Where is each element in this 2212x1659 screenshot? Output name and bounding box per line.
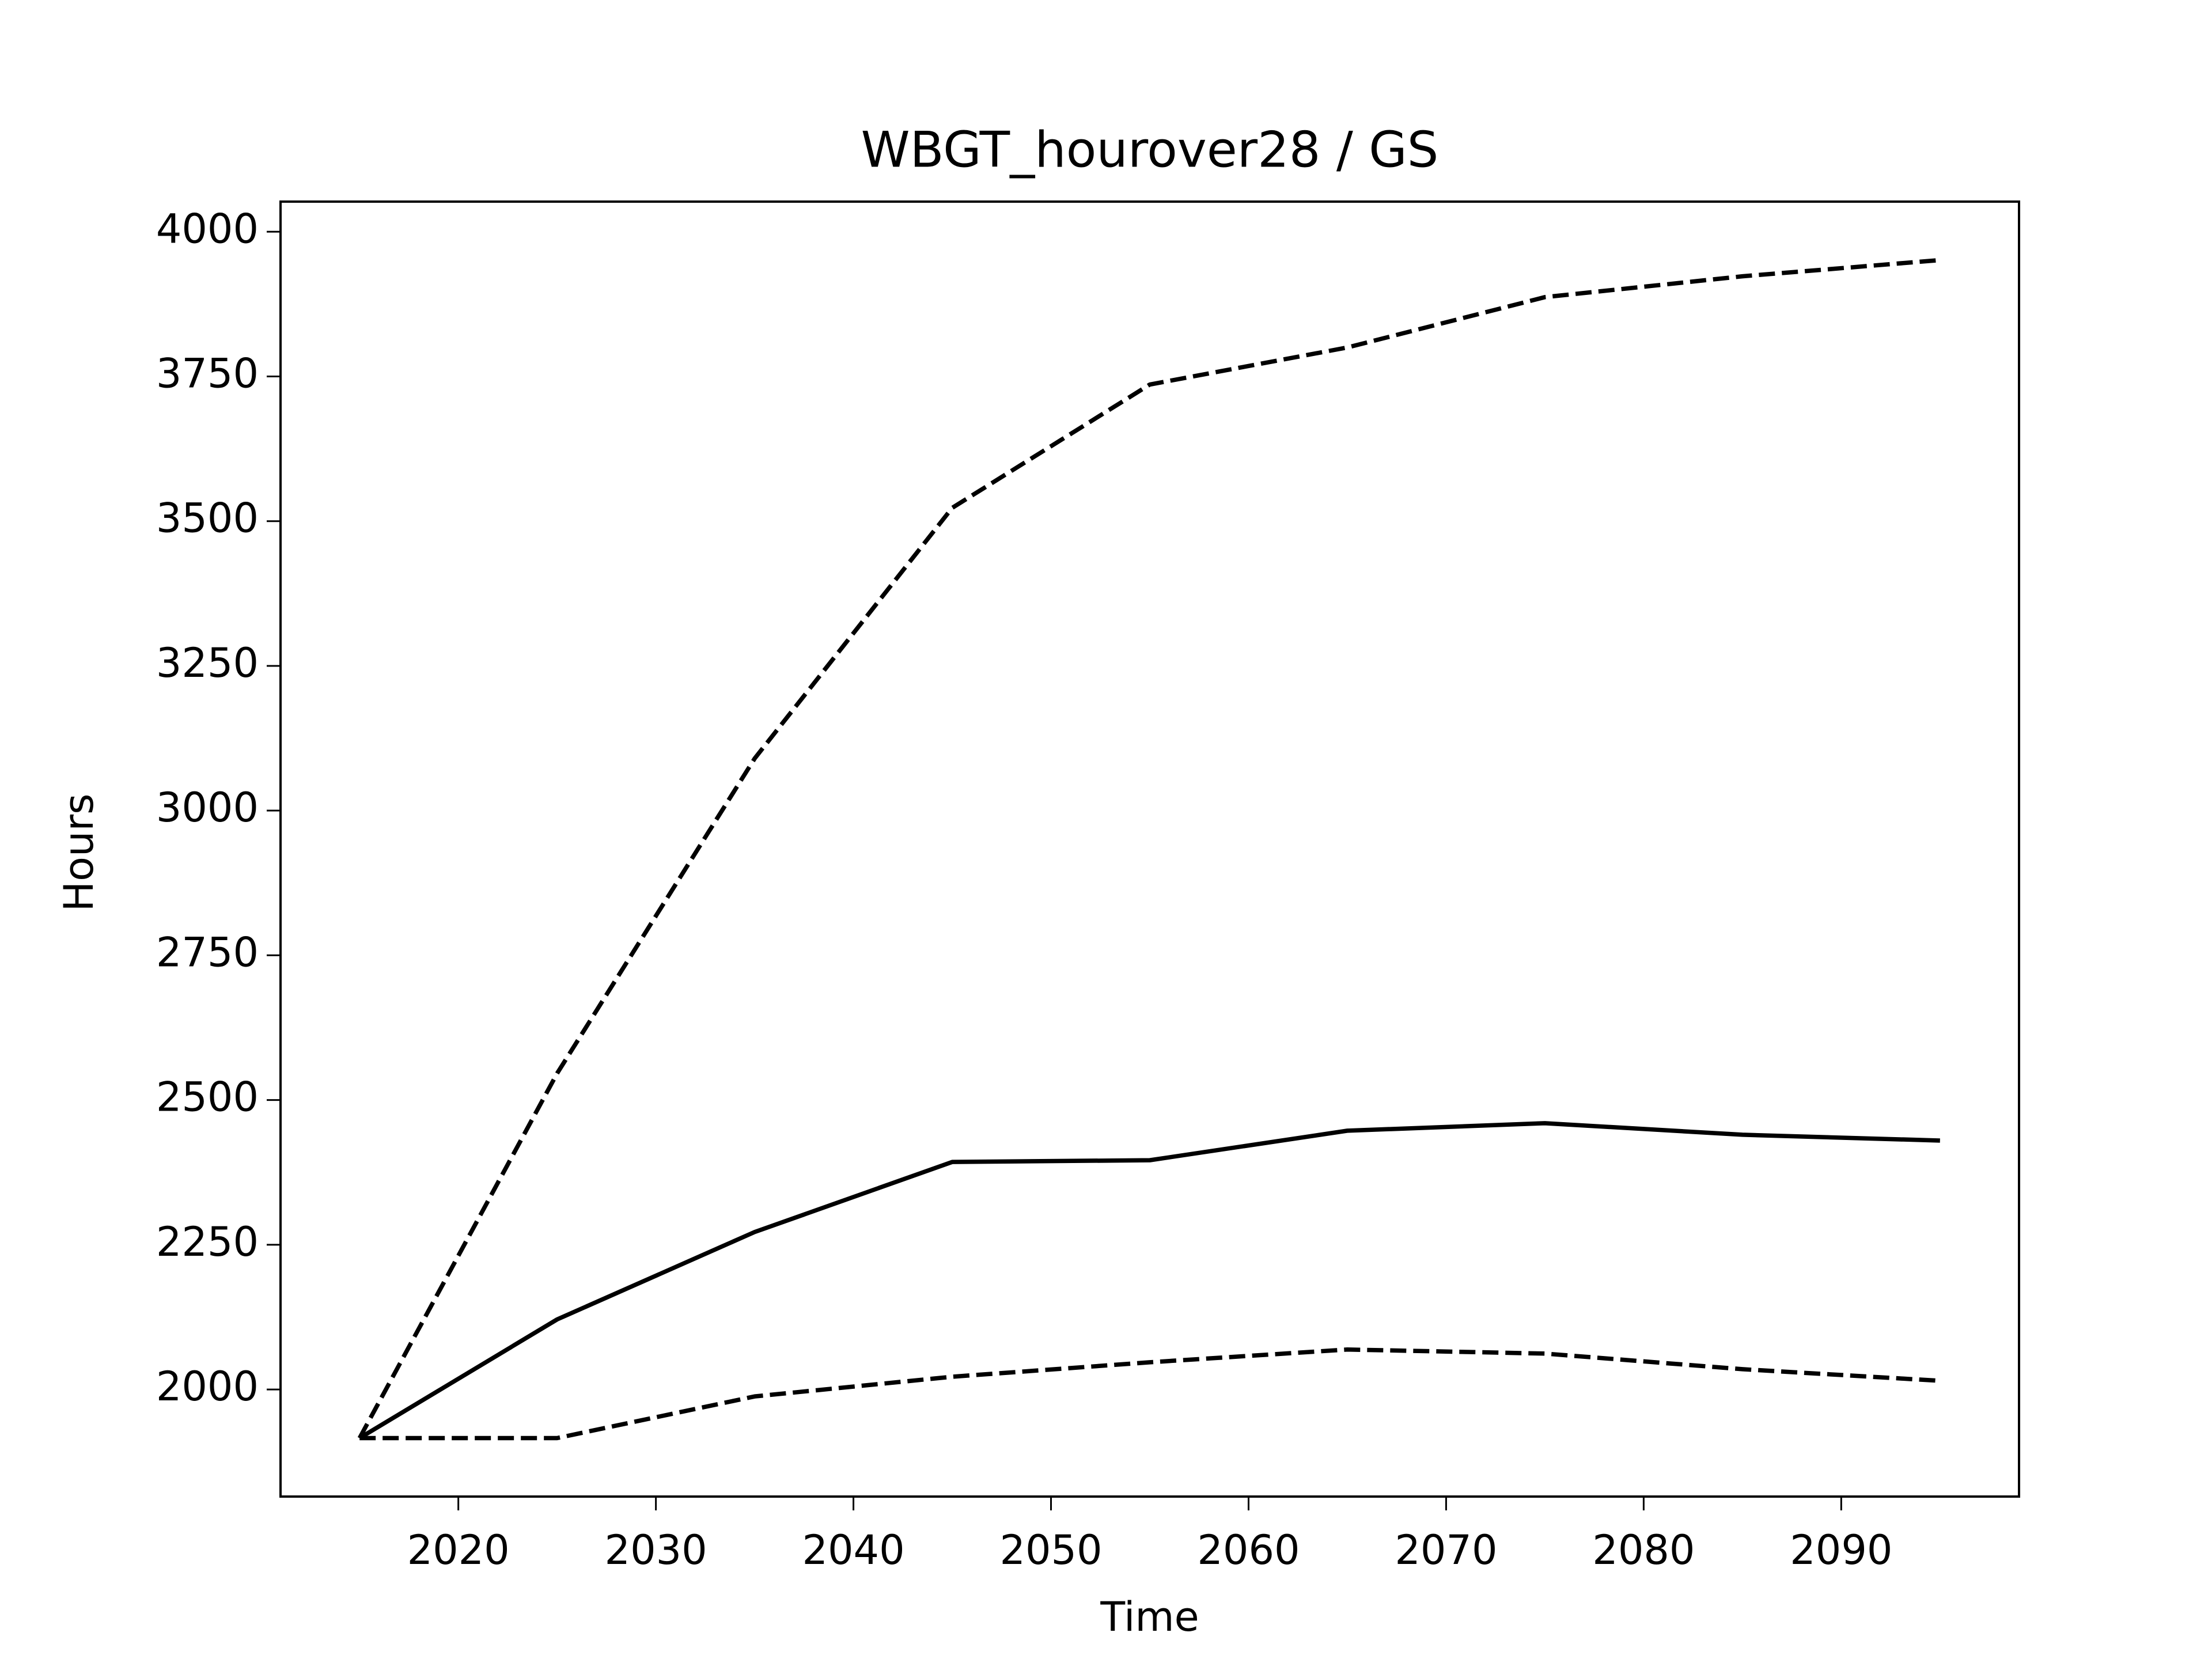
y-tick-label: 4000 [156, 205, 259, 252]
series-line [357, 257, 1941, 1440]
x-tick-label: 2030 [605, 1527, 707, 1574]
series-line [359, 1347, 1941, 1441]
y-tick-label: 3000 [156, 784, 259, 831]
y-tick-label: 2500 [156, 1074, 259, 1121]
y-tick-label: 3750 [156, 350, 259, 397]
y-axis-label: Hours [55, 793, 103, 911]
y-tick-label: 2000 [156, 1363, 259, 1410]
y-tick-label: 2250 [156, 1218, 259, 1266]
x-tick-label: 2090 [1790, 1527, 1892, 1574]
series-line [358, 1121, 1940, 1440]
x-tick-label: 2080 [1592, 1527, 1695, 1574]
x-tick-label: 2040 [802, 1527, 904, 1574]
x-axis-label: Time [1100, 1593, 1199, 1641]
x-tick-label: 2050 [999, 1527, 1102, 1574]
x-tick-label: 2020 [407, 1527, 510, 1574]
y-tick-label: 2750 [156, 929, 259, 976]
y-tick-label: 3500 [156, 495, 259, 542]
x-tick-label: 2060 [1197, 1527, 1300, 1574]
plot-frame [279, 200, 2020, 1498]
y-tick-label: 3250 [156, 639, 259, 687]
x-tick-label: 2070 [1395, 1527, 1497, 1574]
chart-title: WBGT_hourover28 / GS [861, 121, 1439, 179]
